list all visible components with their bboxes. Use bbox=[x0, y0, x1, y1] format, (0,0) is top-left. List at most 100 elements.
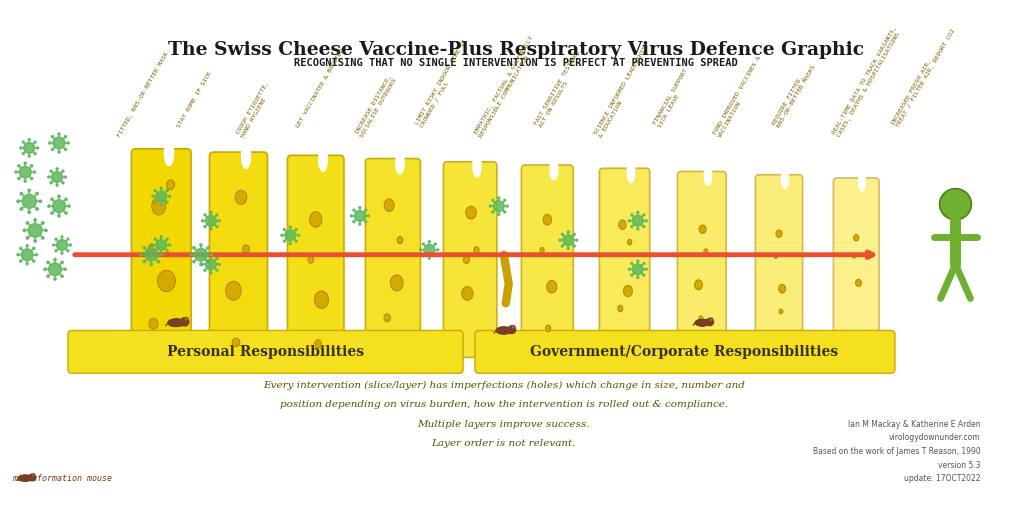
Circle shape bbox=[506, 205, 508, 207]
Circle shape bbox=[637, 211, 639, 214]
Circle shape bbox=[62, 170, 63, 172]
Circle shape bbox=[559, 239, 561, 241]
Circle shape bbox=[206, 259, 216, 270]
Ellipse shape bbox=[778, 284, 785, 293]
Circle shape bbox=[202, 220, 204, 222]
Circle shape bbox=[494, 201, 504, 211]
Ellipse shape bbox=[699, 225, 707, 234]
Circle shape bbox=[298, 234, 300, 236]
Circle shape bbox=[284, 229, 286, 231]
Circle shape bbox=[55, 238, 57, 240]
Circle shape bbox=[25, 162, 27, 164]
Circle shape bbox=[19, 166, 31, 178]
Ellipse shape bbox=[168, 318, 184, 327]
Circle shape bbox=[193, 247, 195, 249]
Circle shape bbox=[645, 268, 647, 270]
Circle shape bbox=[16, 200, 19, 203]
Text: INCREASED FRESH AIR,
TREAT / FILTER AIR, REPORT CO2: INCREASED FRESH AIR, TREAT / FILTER AIR,… bbox=[891, 26, 956, 128]
Circle shape bbox=[285, 230, 296, 240]
Text: Layer order is not relevant.: Layer order is not relevant. bbox=[431, 439, 575, 448]
Circle shape bbox=[19, 260, 22, 262]
Text: virologydownunder.com: virologydownunder.com bbox=[889, 433, 980, 443]
Circle shape bbox=[57, 195, 60, 197]
Circle shape bbox=[54, 278, 56, 280]
Circle shape bbox=[353, 209, 355, 211]
FancyBboxPatch shape bbox=[475, 330, 895, 373]
Ellipse shape bbox=[308, 256, 313, 263]
Circle shape bbox=[563, 235, 573, 246]
Circle shape bbox=[151, 244, 153, 246]
Circle shape bbox=[643, 263, 645, 264]
Text: version 5.3: version 5.3 bbox=[938, 461, 980, 469]
Circle shape bbox=[169, 244, 171, 246]
Ellipse shape bbox=[397, 237, 402, 244]
Circle shape bbox=[193, 261, 195, 263]
Circle shape bbox=[216, 214, 218, 216]
Circle shape bbox=[53, 137, 65, 149]
Circle shape bbox=[23, 141, 25, 143]
Ellipse shape bbox=[779, 309, 783, 314]
Text: RECOGNISING THAT NO SINGLE INTERVENTION IS PERFECT AT PREVENTING SPREAD: RECOGNISING THAT NO SINGLE INTERVENTION … bbox=[294, 58, 737, 68]
Ellipse shape bbox=[705, 165, 712, 186]
Circle shape bbox=[51, 148, 53, 150]
Text: INCREASE DISTANCE,
SOCIALISE OUTDOORS: INCREASE DISTANCE, SOCIALISE OUTDOORS bbox=[355, 74, 398, 138]
Circle shape bbox=[575, 239, 578, 241]
Circle shape bbox=[200, 244, 202, 246]
Ellipse shape bbox=[314, 340, 322, 348]
Circle shape bbox=[561, 233, 563, 235]
Ellipse shape bbox=[384, 199, 394, 211]
Circle shape bbox=[34, 153, 36, 155]
Text: Multiple layers improve success.: Multiple layers improve success. bbox=[418, 420, 590, 429]
Circle shape bbox=[511, 325, 515, 329]
Circle shape bbox=[195, 248, 208, 261]
Ellipse shape bbox=[774, 254, 777, 258]
Text: FAST SENSITIVE TESTING,
ACT ON RESULTS: FAST SENSITIVE TESTING, ACT ON RESULTS bbox=[534, 49, 586, 128]
Circle shape bbox=[65, 198, 68, 201]
Ellipse shape bbox=[703, 249, 708, 253]
Circle shape bbox=[44, 268, 46, 270]
Ellipse shape bbox=[543, 215, 552, 225]
Text: REQUIRE FITTED,
N95-OR-BETTER MASKS: REQUIRE FITTED, N95-OR-BETTER MASKS bbox=[772, 62, 817, 128]
Circle shape bbox=[17, 254, 19, 256]
Circle shape bbox=[27, 237, 29, 239]
Circle shape bbox=[707, 318, 714, 326]
Circle shape bbox=[184, 317, 188, 321]
Text: Every intervention (slice/layer) has imperfections (holes) which change in size,: Every intervention (slice/layer) has imp… bbox=[263, 381, 744, 390]
Circle shape bbox=[55, 250, 57, 252]
Ellipse shape bbox=[695, 319, 710, 326]
Circle shape bbox=[22, 249, 33, 261]
Circle shape bbox=[204, 214, 206, 216]
Circle shape bbox=[70, 244, 72, 246]
Circle shape bbox=[207, 247, 209, 249]
Circle shape bbox=[17, 165, 19, 167]
Ellipse shape bbox=[318, 147, 328, 171]
Ellipse shape bbox=[628, 239, 632, 245]
Ellipse shape bbox=[858, 173, 865, 191]
Circle shape bbox=[58, 151, 60, 153]
Circle shape bbox=[643, 274, 645, 276]
Circle shape bbox=[51, 212, 53, 214]
Circle shape bbox=[365, 209, 367, 211]
Circle shape bbox=[166, 190, 168, 191]
Ellipse shape bbox=[627, 162, 635, 183]
Circle shape bbox=[637, 277, 639, 279]
Circle shape bbox=[368, 215, 370, 217]
Circle shape bbox=[29, 474, 36, 481]
Circle shape bbox=[498, 214, 500, 216]
Circle shape bbox=[33, 260, 35, 262]
Circle shape bbox=[631, 214, 633, 216]
Circle shape bbox=[281, 234, 283, 236]
Circle shape bbox=[52, 200, 66, 212]
Ellipse shape bbox=[314, 291, 329, 309]
Circle shape bbox=[67, 238, 69, 240]
FancyBboxPatch shape bbox=[678, 172, 726, 347]
Circle shape bbox=[42, 222, 44, 224]
Ellipse shape bbox=[853, 255, 855, 258]
Ellipse shape bbox=[473, 155, 481, 177]
Circle shape bbox=[365, 221, 367, 223]
Circle shape bbox=[50, 182, 52, 184]
Circle shape bbox=[15, 171, 17, 173]
Circle shape bbox=[422, 255, 424, 256]
Circle shape bbox=[643, 214, 645, 216]
Circle shape bbox=[290, 242, 291, 245]
